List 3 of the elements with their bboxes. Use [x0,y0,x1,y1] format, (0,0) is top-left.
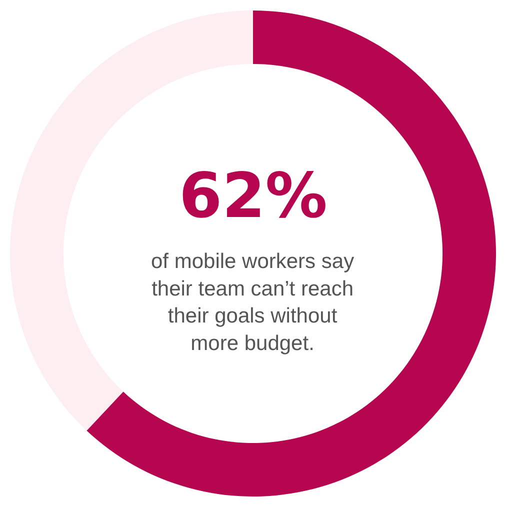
text: of mobile workers say their team can’t reach their goals without more budget. [151,250,355,355]
donut-slice [86,10,496,496]
text: 62% [179,159,328,232]
